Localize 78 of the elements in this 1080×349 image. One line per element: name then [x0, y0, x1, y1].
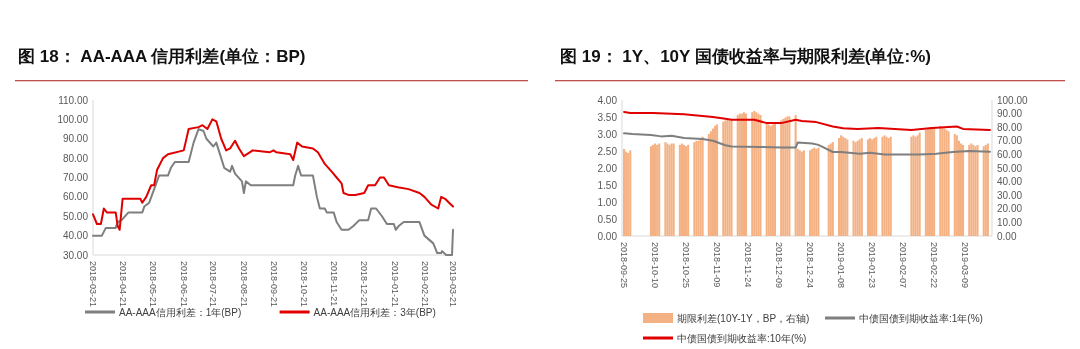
y-tick-label: 2.50 — [597, 145, 618, 157]
y-tick-label: 90.00 — [62, 133, 89, 145]
legend-label: 期限利差(10Y-1Y，BP，右轴) — [677, 312, 810, 324]
y-tick-label: 100.00 — [57, 113, 89, 125]
y2-tick-label: 100.00 — [997, 94, 1029, 106]
bar — [649, 146, 652, 236]
y2-tick-label: 20.00 — [997, 203, 1023, 215]
x-tick-label: 2019-01-21 — [389, 261, 400, 308]
bar — [713, 125, 717, 236]
bar — [716, 124, 719, 236]
y-tick-label: 0.00 — [597, 230, 618, 242]
x-tick-label: 2018-12-21 — [359, 261, 370, 308]
x-tick-label: 2018-07-21 — [208, 261, 219, 308]
y2-tick-label: 30.00 — [997, 189, 1023, 201]
x-tick-label: 2019-01-08 — [835, 242, 846, 289]
chart-title: 图 19： 1Y、10Y 国债收益率与期限利差(单位:%) — [560, 47, 931, 66]
legend-label: AA-AAA信用利差：3年(BP) — [313, 306, 436, 318]
y2-tick-label: 50.00 — [997, 162, 1023, 174]
x-tick-label: 2019-03-21 — [447, 261, 458, 308]
x-tick-label: 2018-04-21 — [118, 261, 129, 308]
x-tick-label: 2019-02-22 — [928, 242, 939, 289]
x-tick-label: 2018-11-24 — [742, 242, 753, 288]
bar — [918, 132, 921, 236]
x-tick-label: 2018-10-21 — [298, 261, 309, 308]
x-tick-label: 2018-09-25 — [618, 242, 629, 289]
line-series — [623, 132, 991, 156]
bar — [623, 148, 626, 236]
y-tick-label: 60.00 — [62, 191, 89, 203]
y-tick-label: 80.00 — [62, 152, 89, 164]
y2-tick-label: 40.00 — [997, 176, 1023, 188]
x-tick-label: 2018-03-21 — [87, 261, 98, 308]
x-tick-label: 2018-12-09 — [773, 242, 784, 289]
x-tick-label: 2019-02-21 — [420, 261, 431, 308]
y2-tick-label: 0.00 — [997, 230, 1017, 242]
x-tick-label: 2018-06-21 — [178, 261, 189, 308]
y-tick-label: 1.00 — [597, 196, 618, 208]
line-series — [623, 110, 991, 131]
y2-tick-label: 60.00 — [997, 148, 1023, 160]
legend-label: 中债国债到期收益率:10年(%) — [677, 332, 807, 344]
x-tick-label: 2018-11-09 — [711, 242, 722, 288]
y-tick-label: 3.00 — [597, 128, 618, 140]
legend-label: 中债国债到期收益率:1年(%) — [859, 312, 983, 324]
y-tick-label: 4.00 — [597, 94, 618, 106]
bar — [629, 150, 632, 236]
x-tick-label: 2019-01-23 — [866, 242, 877, 289]
y2-tick-label: 10.00 — [997, 216, 1023, 228]
y-tick-label: 70.00 — [62, 172, 89, 183]
legend-label: AA-AAA信用利差：1年(BP) — [119, 306, 242, 318]
bar — [866, 139, 870, 236]
bar — [709, 131, 712, 236]
x-tick-label: 2018-10-10 — [649, 242, 660, 289]
x-tick-label: 2018-12-24 — [804, 242, 815, 289]
y-tick-label: 110.00 — [58, 94, 89, 106]
bar — [651, 144, 655, 236]
y-tick-label: 30.00 — [62, 249, 89, 261]
x-tick-label: 2019-02-07 — [897, 242, 908, 289]
y-tick-label: 3.50 — [597, 111, 618, 123]
y2-tick-label: 80.00 — [997, 121, 1023, 133]
x-tick-label: 2018-05-21 — [148, 261, 159, 308]
bar — [838, 138, 841, 236]
y-tick-label: 50.00 — [62, 210, 89, 222]
x-tick-label: 2019-03-09 — [959, 242, 970, 289]
x-tick-label: 2018-11-21 — [329, 261, 340, 307]
line-series — [92, 118, 454, 231]
x-tick-label: 2018-09-21 — [269, 261, 280, 308]
x-tick-label: 2018-08-21 — [238, 261, 249, 308]
y-tick-label: 0.50 — [597, 213, 618, 225]
y2-tick-label: 90.00 — [997, 108, 1023, 120]
bar — [744, 113, 748, 236]
y-tick-label: 2.00 — [597, 162, 618, 174]
bar — [794, 114, 797, 236]
y-tick-label: 1.50 — [597, 179, 618, 191]
y-tick-label: 40.00 — [62, 230, 89, 242]
chart-title: 图 18： AA-AAA 信用利差(单位：BP) — [18, 47, 306, 66]
bar — [707, 134, 710, 236]
y2-tick-label: 70.00 — [997, 135, 1023, 147]
bar — [962, 144, 965, 236]
x-tick-label: 2018-10-25 — [680, 242, 691, 289]
